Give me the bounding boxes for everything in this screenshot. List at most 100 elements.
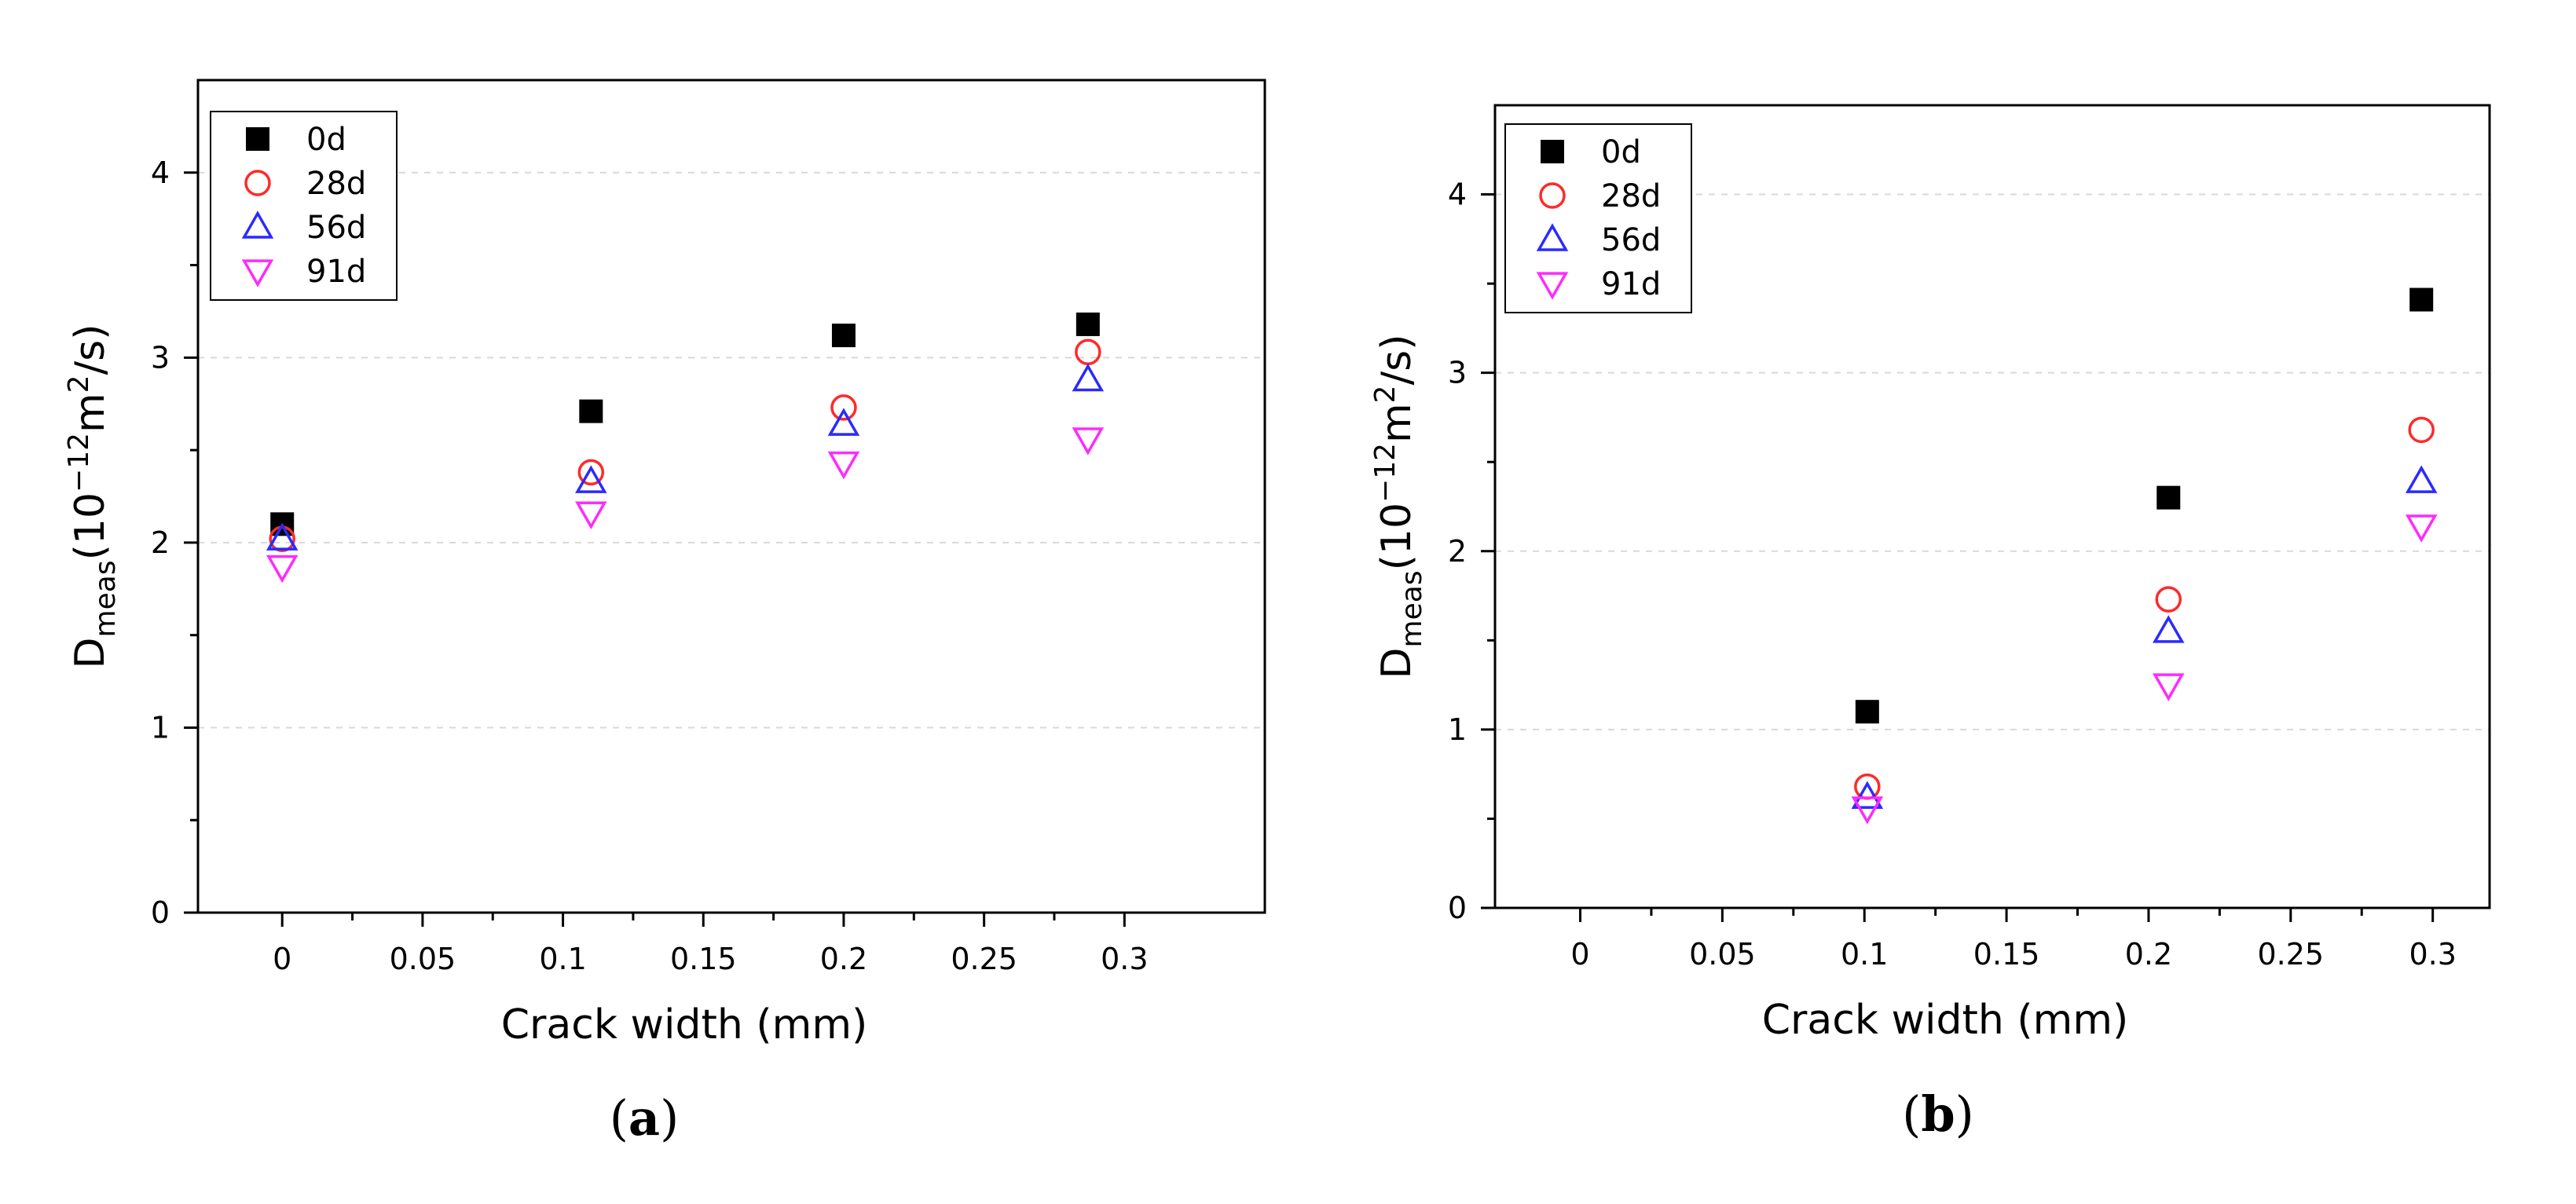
legend-marker-91d: [241, 259, 274, 287]
y-tick-label: 1: [1448, 712, 1467, 747]
x-tick-label: 0.3: [2409, 937, 2456, 972]
series-91d: [266, 427, 1105, 584]
legend-label: 56d: [1601, 222, 1661, 258]
data-point-91d: [827, 451, 860, 480]
x-tick-label: 0: [1570, 937, 1589, 972]
legend-label: 91d: [306, 254, 366, 290]
series-28d: [269, 339, 1101, 552]
legend-box: [210, 111, 398, 301]
series-0d: [270, 312, 1100, 536]
y-axis-title-part: −12: [63, 433, 95, 492]
legend-label: 28d: [306, 166, 366, 202]
y-axis-title-part: −12: [1369, 443, 1402, 503]
caption-open: (: [1902, 1085, 1921, 1143]
y-axis-title-part: meas: [1396, 570, 1428, 647]
legend-marker-28d: [244, 170, 271, 196]
panel-caption: (a): [610, 1089, 680, 1147]
series-0d: [1855, 287, 2434, 724]
series-91d: [1851, 514, 2438, 825]
y-axis-title-part: 2: [63, 375, 95, 393]
legend: 0d 28d 56d 91d: [210, 111, 398, 301]
data-point-28d: [1854, 773, 1881, 800]
legend-label: 0d: [306, 122, 346, 158]
x-axis-title: Crack width (mm): [501, 1001, 868, 1048]
y-axis-title-part: D: [1373, 647, 1420, 679]
panel-caption: (b): [1902, 1085, 1974, 1143]
y-tick-label: 3: [1448, 356, 1467, 390]
data-point-56d: [2152, 615, 2185, 643]
chart-panel-a: 0 0.05 0.1 0.15 0.2 0.25 0.3 0 1 2 3 4 Crack width (…: [63, 79, 1266, 1147]
caption-close: ): [1955, 1085, 1974, 1143]
data-point-56d: [2405, 465, 2438, 493]
x-tick-label: 0.25: [951, 942, 1017, 976]
y-tick-label: 4: [151, 156, 170, 190]
legend-label: 91d: [1601, 266, 1661, 302]
y-tick-label: 4: [1448, 177, 1467, 212]
data-point-56d: [1851, 781, 1884, 809]
plot-frame: [196, 79, 1266, 914]
y-axis-title-part: 2: [1369, 385, 1402, 403]
data-point-91d: [575, 501, 607, 529]
x-tick-label: 0.15: [1973, 937, 2040, 972]
y-tick-label: 2: [151, 525, 170, 560]
y-axis-title-part: (10: [1373, 503, 1420, 570]
x-tick-label: 0.05: [1689, 937, 1756, 972]
legend-marker-56d: [1536, 223, 1569, 251]
caption-letter: b: [1921, 1085, 1955, 1143]
data-point-28d: [1075, 339, 1101, 366]
data-point-91d: [1851, 796, 1884, 825]
series-28d: [1854, 416, 2435, 800]
legend-label: 0d: [1601, 134, 1641, 170]
series-56d: [266, 363, 1105, 551]
legend-marker-28d: [1539, 182, 1566, 209]
x-tick-label: 0.2: [820, 942, 867, 976]
x-tick-label: 0.1: [539, 942, 586, 976]
caption-open: (: [610, 1089, 628, 1147]
legend-marker-0d: [246, 127, 269, 151]
y-axis-title-part: meas: [90, 560, 122, 637]
y-axis-title-part: /s): [67, 324, 114, 375]
series-56d: [1851, 465, 2438, 809]
legend-marker-91d: [1536, 272, 1569, 300]
data-point-28d: [830, 394, 857, 421]
caption-letter: a: [628, 1089, 660, 1147]
data-point-0d: [2156, 485, 2181, 510]
y-axis-title-part: m: [1373, 403, 1420, 443]
data-point-28d: [2155, 586, 2182, 613]
data-point-0d: [2409, 287, 2434, 312]
data-point-91d: [2405, 514, 2438, 543]
chart-panel-b: 0 0.05 0.1 0.15 0.2 0.25 0.3 0 1 2 3 4 Crack width (…: [1369, 104, 2491, 1143]
x-tick-label: 0.3: [1101, 942, 1148, 976]
y-tick-label: 0: [151, 895, 170, 930]
legend-label: 28d: [1601, 178, 1661, 214]
legend: 0d 28d 56d 91d: [1504, 123, 1692, 313]
y-tick-label: 2: [1448, 534, 1467, 569]
x-axis-title: Crack width (mm): [1762, 997, 2129, 1044]
legend-marker-0d: [1541, 140, 1564, 163]
y-axis-title-part: m: [67, 393, 114, 433]
caption-close: ): [660, 1089, 679, 1147]
x-tick-label: 0.05: [390, 942, 456, 976]
y-tick-label: 0: [1448, 891, 1467, 925]
legend-box: [1504, 123, 1692, 313]
y-axis-title-part: /s): [1373, 334, 1420, 385]
data-point-91d: [2152, 673, 2185, 701]
y-tick-label: 1: [151, 710, 170, 745]
y-axis-title: Dmeas(10−12m2/s): [1369, 334, 1428, 679]
legend-label: 56d: [306, 210, 366, 246]
legend-marker-56d: [241, 210, 274, 239]
data-point-0d: [1855, 700, 1879, 724]
x-tick-label: 0.15: [670, 942, 737, 976]
data-point-56d: [827, 408, 860, 436]
data-point-56d: [266, 522, 299, 551]
data-point-28d: [2408, 416, 2435, 444]
data-point-56d: [575, 465, 607, 493]
data-point-91d: [1072, 427, 1105, 456]
data-point-56d: [1072, 363, 1105, 392]
data-point-91d: [266, 554, 299, 584]
y-tick-label: 3: [151, 340, 170, 375]
data-point-28d: [577, 459, 605, 486]
x-tick-label: 0.25: [2257, 937, 2324, 972]
data-point-0d: [831, 324, 856, 348]
